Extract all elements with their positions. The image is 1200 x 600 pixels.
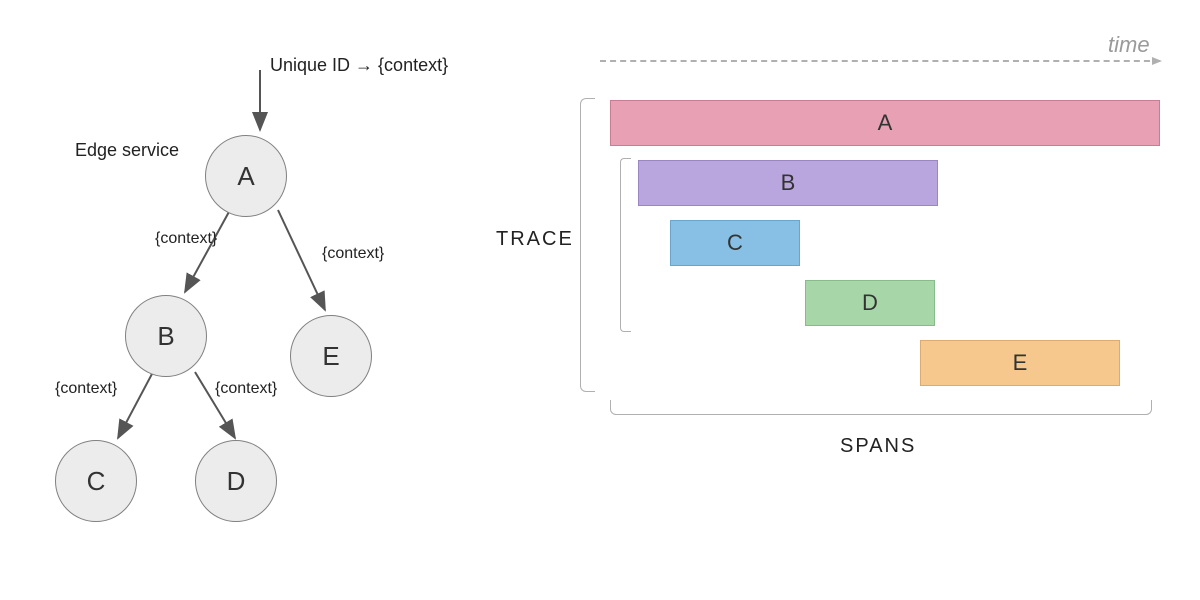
tree-edge-a-e: [278, 210, 325, 310]
span-bar-c: C: [670, 220, 800, 266]
span-bar-b: B: [638, 160, 938, 206]
edge-service-label: Edge service: [75, 140, 179, 161]
trace-label: TRACE: [496, 228, 574, 251]
tree-node-c: C: [55, 440, 137, 522]
tree-node-d: D: [195, 440, 277, 522]
edge-label-b-c: {context}: [55, 380, 117, 398]
header-label: Unique ID → {context}: [270, 55, 448, 76]
edge-label-a-e: {context}: [322, 245, 384, 263]
edge-label-b-d: {context}: [215, 380, 277, 398]
bd-bracket: [620, 158, 631, 332]
span-bar-d: D: [805, 280, 935, 326]
tree-edge-b-c: [118, 372, 153, 438]
spans-bracket: [610, 400, 1152, 415]
diagram-stage: Unique ID → {context} Edge service ABECD…: [0, 0, 1200, 600]
tree-node-a: A: [205, 135, 287, 217]
time-axis: [600, 60, 1160, 62]
spans-label: SPANS: [840, 435, 916, 458]
edge-label-a-b: {context}: [155, 230, 217, 248]
span-bar-a: A: [610, 100, 1160, 146]
tree-edge-a-b: [185, 210, 230, 292]
time-label: time: [1108, 32, 1150, 58]
trace-bracket: [580, 98, 595, 392]
timeline-panel: time TRACE SPANS ABCDE: [520, 40, 1180, 560]
tree-panel: Unique ID → {context} Edge service ABECD…: [40, 60, 480, 540]
tree-node-e: E: [290, 315, 372, 397]
span-bar-e: E: [920, 340, 1120, 386]
tree-node-b: B: [125, 295, 207, 377]
